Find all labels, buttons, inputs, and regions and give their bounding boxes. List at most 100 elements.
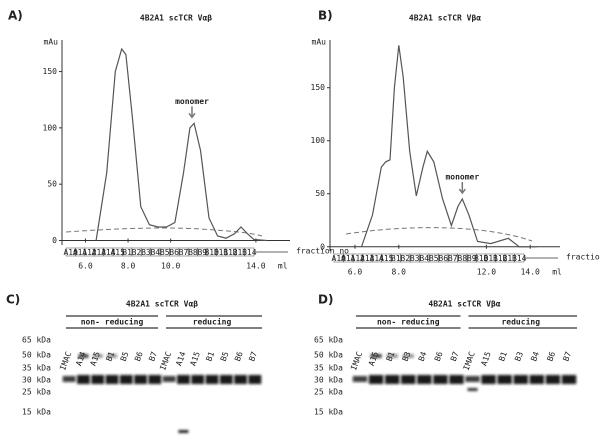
- fraction: B4: [150, 248, 160, 257]
- lane-label: IMAC: [58, 350, 73, 371]
- band: [177, 375, 190, 384]
- lane-label: B7: [247, 350, 259, 362]
- annotation-arrow: [188, 106, 196, 119]
- y-tick-label: 150: [311, 83, 326, 92]
- fraction: B5: [429, 254, 439, 263]
- band: [92, 354, 103, 358]
- lane-label: A15: [89, 350, 102, 367]
- lane-label: A15: [479, 350, 492, 367]
- fraction: B9: [467, 254, 477, 263]
- x-tick-label: 6.0: [78, 262, 93, 271]
- lane-label: B5: [119, 350, 131, 362]
- marker-label: 15 kDa: [314, 408, 343, 417]
- lane-label: A14: [74, 350, 87, 367]
- fraction: A14: [101, 248, 116, 257]
- annotation: monomer: [175, 97, 209, 106]
- lane-label: B6: [545, 350, 557, 362]
- annotation-arrow: [458, 182, 466, 195]
- lane-label: B6: [433, 350, 445, 362]
- group-label: non- reducing: [81, 317, 144, 327]
- fraction: B5: [160, 248, 170, 257]
- band: [561, 375, 577, 384]
- annotation: monomer: [445, 173, 479, 182]
- fraction: B6: [438, 254, 448, 263]
- band: [401, 375, 416, 384]
- lane-label: B3: [513, 350, 525, 362]
- panel-label: D): [318, 293, 333, 307]
- y-tick-label: 100: [311, 136, 326, 145]
- marker-label: 30 kDa: [22, 376, 51, 385]
- band: [78, 354, 89, 358]
- x-tick-label: 6.0: [348, 268, 363, 277]
- band: [107, 354, 117, 358]
- fraction: B7: [179, 248, 189, 257]
- lane-label: IMAC: [349, 350, 364, 371]
- band: [178, 430, 189, 433]
- band: [417, 375, 432, 384]
- fraction: A13: [92, 248, 107, 257]
- group-label: reducing: [193, 317, 232, 327]
- band: [467, 388, 478, 391]
- band: [481, 375, 496, 384]
- band: [219, 375, 233, 384]
- fraction: B14: [512, 254, 527, 263]
- band: [465, 376, 480, 382]
- y-tick-label: 50: [315, 189, 325, 198]
- fraction: A12: [82, 248, 97, 257]
- lane-label: A15: [189, 350, 202, 367]
- x-tick-label: 14.0: [521, 268, 540, 277]
- chart-title: 4B2A1 scTCR Vβα: [409, 14, 481, 23]
- fraction: A15: [110, 248, 125, 257]
- band: [119, 375, 133, 384]
- fraction: B10: [204, 248, 219, 257]
- line: [95, 47, 267, 242]
- x-tick-label: 8.0: [121, 262, 136, 271]
- lane-label: B6: [233, 350, 245, 362]
- fraction: B8: [457, 254, 467, 263]
- panel-label: A): [8, 9, 23, 23]
- fraction: B1: [122, 248, 132, 257]
- lane-label: B5: [219, 350, 231, 362]
- fraction: A13: [360, 254, 375, 263]
- fraction: B14: [242, 248, 257, 257]
- fraction: A10: [63, 248, 78, 257]
- lane-label: B1: [497, 350, 509, 362]
- marker-label: 50 kDa: [314, 351, 343, 360]
- band: [134, 375, 147, 384]
- y-tick-label: 0: [52, 236, 57, 245]
- band: [545, 375, 561, 384]
- fraction-label: fraction no: [566, 253, 600, 262]
- fraction: B12: [223, 248, 238, 257]
- fraction: B13: [233, 248, 248, 257]
- band: [77, 375, 90, 384]
- y-axis-label: mAu: [44, 38, 59, 47]
- x-tick-label: 10.0: [161, 262, 180, 271]
- fraction: A14: [370, 254, 385, 263]
- marker-label: 35 kDa: [22, 364, 51, 373]
- band: [91, 375, 105, 384]
- band: [352, 376, 368, 382]
- lane-label: B1: [204, 350, 216, 362]
- lane-label: B7: [561, 350, 573, 362]
- y-tick-label: 100: [43, 123, 58, 132]
- lane-label: A14: [174, 350, 187, 367]
- gel-title: 4B2A1 scTCR Vαβ: [126, 300, 198, 309]
- fraction: B9: [197, 248, 207, 257]
- fraction: B6: [169, 248, 179, 257]
- lane-label: B6: [133, 350, 145, 362]
- lane-label: B4: [417, 350, 429, 362]
- fraction: B2: [400, 254, 410, 263]
- fraction: B11: [214, 248, 229, 257]
- fraction: B13: [503, 254, 518, 263]
- lane-label: A15: [367, 350, 380, 367]
- fraction: B8: [188, 248, 198, 257]
- lane-label: B7: [449, 350, 461, 362]
- panel-label: C): [6, 293, 20, 307]
- band: [191, 375, 205, 384]
- lane-label: IMAC: [462, 350, 477, 371]
- band: [386, 354, 398, 358]
- x-axis-label: ml: [552, 268, 562, 277]
- band: [248, 375, 262, 384]
- group-label: non- reducing: [377, 317, 440, 327]
